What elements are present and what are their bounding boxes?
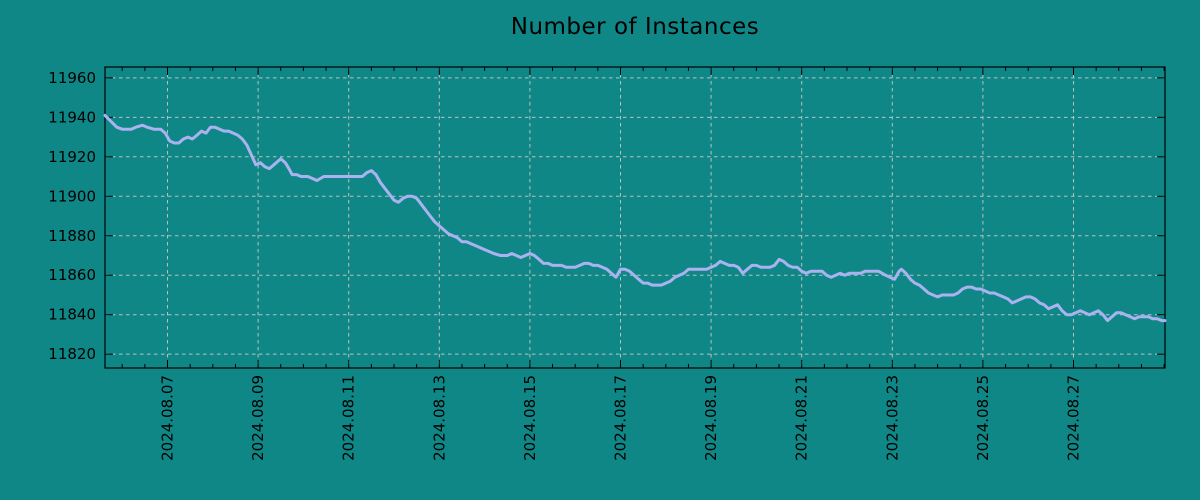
x-tick-label: 2024.08.19: [702, 375, 720, 461]
y-tick-label: 11900: [48, 187, 96, 205]
x-tick-label: 2024.08.11: [340, 375, 358, 461]
y-tick-label: 11820: [48, 345, 96, 363]
x-tick-label: 2024.08.23: [883, 375, 901, 461]
series-line-instances: [103, 113, 1167, 323]
x-tick-label: 2024.08.17: [612, 375, 630, 461]
x-tick-label: 2024.08.25: [974, 375, 992, 461]
y-tick-label: 11880: [48, 227, 96, 245]
chart-title: Number of Instances: [510, 14, 760, 40]
y-tick-label: 11840: [48, 306, 96, 324]
y-tick-label: 11960: [48, 69, 96, 87]
y-tick-label: 11920: [48, 148, 96, 166]
x-tick-label: 2024.08.21: [793, 375, 811, 461]
x-tick-label: 2024.08.09: [249, 375, 267, 461]
y-tick-label: 11940: [48, 108, 96, 126]
x-tick-label: 2024.08.07: [159, 375, 177, 461]
y-tick-label: 11860: [48, 266, 96, 284]
x-tick-label: 2024.08.27: [1064, 375, 1082, 461]
x-tick-label: 2024.08.15: [521, 375, 539, 461]
plot-border: [104, 66, 1166, 369]
x-tick-label: 2024.08.13: [430, 375, 448, 461]
